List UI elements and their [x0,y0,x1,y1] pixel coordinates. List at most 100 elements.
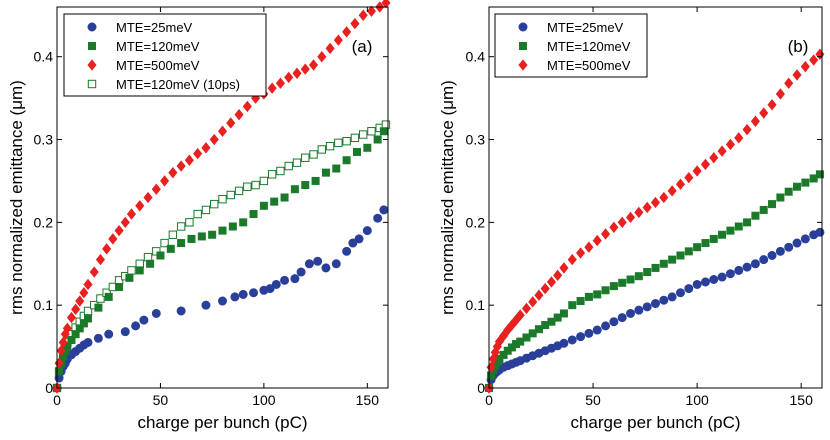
data-point [734,265,744,275]
legend-entry: MTE=500meV [547,58,631,73]
data-point [800,60,810,73]
data-point [62,322,72,335]
data-point [528,296,538,308]
data-point [317,145,327,154]
chart-panel-b: 0 50 100 150 0 0.1 0.2 0.3 0.4 charge per bunch (… [438,6,825,432]
data-point [601,286,610,295]
data-point [815,48,825,60]
x-axis-label: charge per bunch (pC) [570,413,740,432]
data-point [234,108,244,121]
data-point [709,274,719,284]
data-point [151,183,161,195]
series-mte-120mev [52,127,388,392]
data-point [168,166,178,179]
data-point [342,26,352,38]
data-point [290,274,300,284]
data-point [626,308,636,318]
data-point [176,160,186,172]
data-point [301,181,310,190]
x-tick-label: 100 [252,392,276,408]
data-point [815,170,824,179]
series-mte-25mev [52,205,389,393]
data-point [230,292,240,302]
data-point [734,222,743,231]
data-point [342,156,351,165]
x-tick-label: 100 [685,392,709,408]
data-point [528,329,537,338]
data-point [759,107,769,119]
data-point [651,263,660,272]
data-point [567,335,577,345]
data-point [534,325,543,334]
data-point [104,292,113,301]
data-point [734,132,744,144]
data-point [66,311,77,324]
data-point [201,300,211,310]
data-point [584,292,593,301]
data-point [350,133,360,143]
data-point [725,138,735,151]
data-point [676,251,685,260]
data-point [234,186,244,196]
data-point [617,216,627,229]
data-point [667,292,677,302]
data-point [56,345,66,357]
legend-entry: MTE=120meV [547,39,631,54]
data-point [379,205,389,215]
x-tick-label: 0 [485,392,493,408]
y-tick-label: 0.1 [34,297,54,313]
data-point [717,272,727,282]
data-point [218,194,227,204]
data-point [79,319,88,328]
y-axis-label: rms normalized emittance (μm) [438,80,457,315]
data-point [767,250,777,260]
legend-marker [518,59,528,71]
legend-marker [518,41,527,50]
y-tick-label: 0.3 [34,132,54,148]
data-point [71,330,80,339]
data-point [249,288,259,298]
data-point [238,289,248,299]
data-point [515,309,525,321]
data-point [280,275,290,285]
data-point [743,218,752,227]
data-point [659,295,669,305]
data-point [576,247,586,259]
data-point [547,317,556,326]
data-point [184,154,194,166]
data-point [568,301,577,310]
data-point [201,205,211,215]
data-point [125,273,134,282]
data-point [576,332,586,342]
data-point [668,255,677,264]
data-point [143,191,153,204]
data-point [553,269,563,282]
data-point [546,276,556,288]
data-point [684,247,693,256]
data-point [352,147,361,156]
data-point [71,303,81,315]
legend: MTE=25meV MTE=120meV MTE=500meV MTE=120meV … [63,13,267,97]
data-point [559,309,568,318]
data-point [815,227,825,237]
data-point [684,284,694,294]
data-point [304,259,314,269]
data-point [135,200,145,212]
y-tick-label: 0.2 [34,214,54,230]
data-point [350,17,360,30]
data-point [95,253,105,266]
data-point [143,252,153,262]
data-point [331,259,341,269]
data-point [226,190,235,200]
data-point [792,69,802,81]
y-tick-label: 0.3 [466,132,486,148]
plot-frame [488,6,823,389]
data-point [759,205,768,214]
data-point [160,238,169,248]
data-point [700,158,710,171]
legend-marker [87,22,97,32]
data-point [267,170,277,179]
legend-marker [518,22,528,32]
data-point [348,238,358,248]
y-tick-label: 0.4 [34,49,54,65]
